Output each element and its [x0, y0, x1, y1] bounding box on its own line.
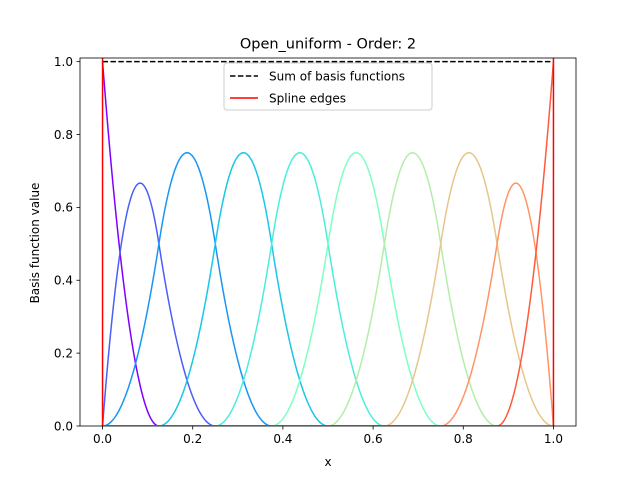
y-tick-label: 0.2	[54, 346, 73, 360]
x-tick-label: 0.0	[93, 432, 112, 446]
basis-function-1-line	[101, 182, 554, 426]
x-tick-label: 0.8	[454, 432, 473, 446]
legend-label: Sum of basis functions	[269, 69, 405, 83]
y-axis: 0.0 0.2 0.4 0.6 0.8 1.0	[54, 55, 80, 433]
x-axis: 0.0 0.2 0.4 0.6 0.8 1.0	[93, 426, 563, 446]
y-tick-label: 0.4	[54, 274, 73, 288]
y-tick-label: 1.0	[54, 55, 73, 69]
x-tick-label: 0.4	[273, 432, 292, 446]
curves-group	[101, 58, 555, 426]
basis-function-7-line	[102, 151, 554, 426]
plot-frame	[79, 57, 577, 427]
basis-function-2-line	[102, 151, 554, 426]
legend: Sum of basis functions Spline edges	[223, 62, 433, 111]
y-tick-label: 0.0	[54, 419, 73, 433]
legend-label: Spline edges	[269, 91, 346, 105]
x-axis-label: x	[324, 455, 331, 469]
basis-function-3-line	[102, 151, 554, 426]
legend-box	[223, 62, 433, 111]
y-axis-label: Basis function value	[28, 183, 42, 304]
basis-function-8-line	[102, 182, 555, 426]
x-tick-label: 1.0	[544, 432, 563, 446]
y-tick-label: 0.8	[54, 128, 73, 142]
y-tick-label: 0.6	[54, 201, 73, 215]
plot-area	[79, 57, 577, 427]
basis-function-6-line	[102, 151, 554, 426]
chart-title: Open_uniform - Order: 2	[240, 37, 416, 53]
basis-function-4-line	[102, 151, 554, 426]
basis-function-5-line	[102, 151, 554, 426]
x-tick-label: 0.2	[183, 432, 202, 446]
x-tick-label: 0.6	[364, 432, 383, 446]
